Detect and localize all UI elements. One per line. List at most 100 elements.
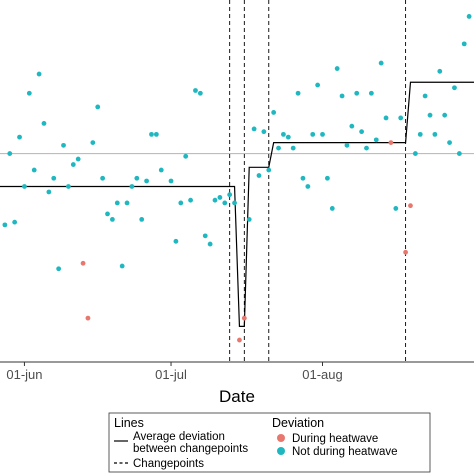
data-point-20: [95, 104, 101, 110]
data-point-83: [408, 203, 413, 209]
legend-key-heatwave: [277, 434, 285, 442]
data-point-50: [246, 216, 252, 222]
data-point-85: [417, 131, 423, 137]
data-point-40: [197, 90, 203, 96]
x-axis-title: Date: [219, 387, 255, 406]
data-point-49: [241, 315, 247, 321]
data-point-56: [276, 145, 281, 151]
data-point-33: [158, 167, 164, 173]
legend-label-heatwave: During heatwave: [292, 433, 378, 445]
x-axis-ticks: 01-jun 01-jul 01-aug: [6, 362, 343, 382]
legend-deviation-title: Deviation: [272, 416, 324, 430]
data-point-5: [22, 184, 27, 189]
data-point-42: [207, 241, 213, 247]
data-point-13: [61, 142, 66, 148]
data-point-35: [173, 238, 179, 244]
data-point-7: [31, 167, 37, 173]
data-point-26: [124, 200, 130, 206]
data-point-70: [344, 142, 350, 148]
data-point-21: [100, 175, 106, 181]
data-point-72: [354, 90, 360, 96]
changepoint-lines: [229, 0, 407, 362]
data-point-55: [271, 110, 277, 115]
legend-box: [108, 412, 431, 473]
legend-label-not_heatwave: Not during heatwave: [292, 446, 397, 458]
data-point-74: [364, 145, 369, 151]
data-point-44: [217, 195, 223, 200]
data-point-80: [393, 206, 399, 211]
data-point-65: [320, 131, 325, 137]
data-point-22: [105, 211, 110, 217]
data-point-39: [193, 88, 198, 93]
data-point-48: [237, 337, 242, 343]
x-tick-label: 01-jun: [6, 367, 42, 382]
data-point-41: [202, 233, 208, 239]
data-point-87: [427, 112, 433, 118]
data-point-9: [41, 121, 47, 126]
data-point-3: [12, 219, 18, 225]
data-point-79: [388, 140, 394, 146]
data-point-10: [46, 189, 52, 195]
data-point-92: [452, 85, 457, 91]
data-point-89: [437, 68, 443, 74]
data-point-75: [368, 90, 374, 96]
x-tick-label: 01-jul: [155, 367, 187, 382]
data-point-11: [51, 175, 57, 181]
legend-key-not_heatwave: [277, 447, 285, 455]
data-point-52: [256, 173, 262, 178]
data-point-63: [310, 131, 316, 137]
plot-area: 01-jun 01-jul 01-aug: [0, 0, 474, 382]
data-point-78: [383, 115, 389, 121]
data-point-93: [456, 151, 462, 156]
data-point-95: [466, 14, 472, 19]
data-point-61: [300, 175, 306, 181]
data-point-57: [281, 131, 286, 137]
data-point-18: [85, 315, 91, 321]
data-point-24: [114, 200, 120, 206]
data-point-73: [359, 129, 365, 135]
data-point-94: [461, 41, 467, 47]
data-point-86: [422, 93, 428, 99]
data-point-14: [66, 184, 71, 189]
data-point-15: [70, 162, 76, 167]
data-point-30: [144, 178, 149, 184]
data-point-28: [134, 175, 140, 181]
data-point-76: [373, 137, 379, 143]
data-point-2: [7, 151, 13, 156]
data-point-67: [329, 206, 335, 211]
data-point-23: [109, 216, 115, 222]
data-point-71: [349, 123, 355, 129]
data-point-16: [75, 156, 81, 162]
legend-label-average-deviation: Average deviation between changepoints: [133, 431, 248, 455]
data-point-53: [261, 129, 267, 135]
legend: Lines Average deviation between changepoi…: [108, 412, 431, 473]
legend-lines-items: Average deviation between changepoints Cha…: [114, 431, 248, 470]
average-deviation-line: [0, 81, 474, 327]
x-tick-label: 01-aug: [302, 367, 342, 382]
data-point-4: [17, 134, 22, 140]
data-point-8: [36, 71, 42, 77]
data-point-46: [227, 192, 233, 198]
data-point-45: [222, 200, 228, 206]
data-point-58: [285, 134, 291, 140]
data-point-29: [139, 216, 145, 222]
data-point-69: [339, 93, 345, 99]
data-point-62: [305, 184, 311, 189]
data-point-31: [149, 131, 154, 137]
legend-lines-title: Lines: [114, 416, 144, 430]
data-point-43: [212, 197, 218, 203]
data-point-36: [178, 200, 184, 206]
data-point-12: [56, 266, 62, 272]
data-point-25: [119, 263, 125, 269]
data-point-34: [168, 178, 174, 184]
data-point-37: [183, 153, 189, 159]
data-point-27: [129, 184, 135, 189]
data-point-66: [325, 175, 330, 181]
data-point-64: [315, 82, 321, 88]
data-point-47: [232, 200, 237, 206]
data-point-82: [403, 249, 408, 255]
data-point-32: [153, 131, 159, 137]
data-point-54: [266, 167, 272, 173]
